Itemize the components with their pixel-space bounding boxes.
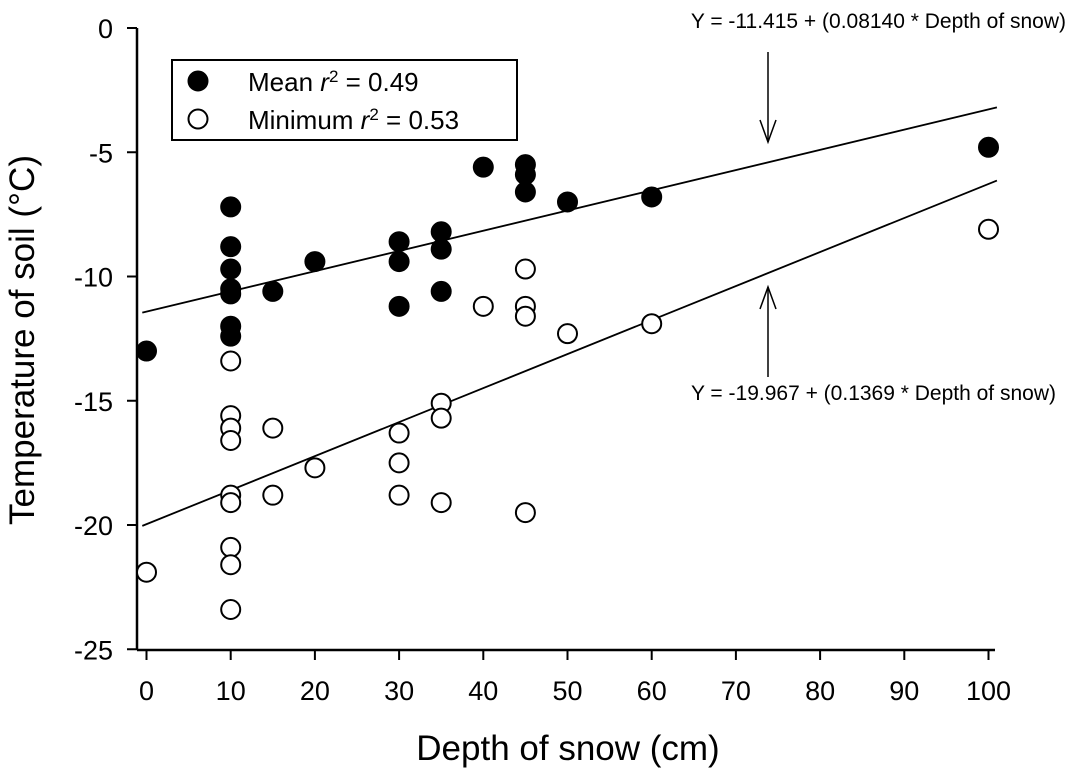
x-axis-title: Depth of snow (cm) bbox=[416, 729, 719, 768]
minimum-data-point bbox=[221, 431, 240, 450]
legend-mean-marker bbox=[189, 72, 208, 91]
minimum-data-point bbox=[390, 453, 409, 472]
x-tick-label: 70 bbox=[721, 676, 751, 706]
y-tick-label: -20 bbox=[74, 511, 113, 541]
minimum-data-point bbox=[305, 458, 324, 477]
mean-data-point bbox=[432, 282, 451, 301]
minimum-data-point bbox=[390, 424, 409, 443]
mean-data-point bbox=[432, 240, 451, 259]
minimum-data-point bbox=[390, 486, 409, 505]
legend-minimum-label: Minimum r2 = 0.53 bbox=[248, 105, 459, 136]
minimum-data-point bbox=[516, 307, 535, 326]
minimum-data-point bbox=[221, 351, 240, 370]
minimum-data-point bbox=[432, 493, 451, 512]
mean-data-point bbox=[390, 252, 409, 271]
mean-data-point bbox=[474, 158, 493, 177]
x-tick-label: 0 bbox=[139, 676, 154, 706]
minimum-data-point bbox=[221, 538, 240, 557]
x-tick-label: 80 bbox=[805, 676, 835, 706]
legend: Mean r2 = 0.49 Minimum r2 = 0.53 bbox=[172, 60, 517, 140]
x-tick-label: 60 bbox=[637, 676, 667, 706]
mean-data-point bbox=[516, 165, 535, 184]
mean-fit-equation: Y = -11.415 + (0.08140 * Depth of snow) bbox=[691, 10, 1066, 33]
mean-data-point bbox=[221, 284, 240, 303]
minimum-data-point bbox=[137, 563, 156, 582]
y-tick-label: -25 bbox=[74, 635, 113, 665]
minimum-data-point bbox=[221, 600, 240, 619]
mean-data-point bbox=[390, 297, 409, 316]
x-tick-label: 40 bbox=[468, 676, 498, 706]
x-tick-label: 100 bbox=[966, 676, 1011, 706]
minimum-data-point bbox=[979, 220, 998, 239]
y-tick-label: -10 bbox=[74, 263, 113, 293]
minimum-data-point bbox=[516, 503, 535, 522]
minimum-data-point bbox=[221, 555, 240, 574]
mean-data-point bbox=[979, 138, 998, 157]
y-tick-label: -5 bbox=[89, 138, 113, 168]
minimum-data-point bbox=[516, 260, 535, 279]
minimum-data-point bbox=[558, 324, 577, 343]
mean-data-point bbox=[390, 232, 409, 251]
minimum-data-point bbox=[642, 314, 661, 333]
annotations: Y = -11.415 + (0.08140 * Depth of snow) … bbox=[691, 10, 1066, 405]
x-tick-label: 30 bbox=[384, 676, 414, 706]
mean-data-point bbox=[642, 187, 661, 206]
mean-data-point bbox=[432, 222, 451, 241]
mean-data-point bbox=[137, 342, 156, 361]
minimum-regression-line bbox=[142, 181, 997, 526]
minimum-data-point bbox=[263, 419, 282, 438]
x-tick-label: 20 bbox=[300, 676, 330, 706]
y-axis-title: Temperature of soil (°C) bbox=[3, 155, 42, 525]
minimum-fit-equation: Y = -19.967 + (0.1369 * Depth of snow) bbox=[691, 382, 1056, 405]
minimum-data-point bbox=[474, 297, 493, 316]
fit-lines bbox=[142, 107, 997, 526]
mean-data-point bbox=[221, 197, 240, 216]
mean-data-point bbox=[516, 183, 535, 202]
minimum-data-point bbox=[263, 486, 282, 505]
minimum-data-point bbox=[221, 493, 240, 512]
legend-minimum-marker bbox=[189, 110, 208, 129]
x-tick-label: 90 bbox=[889, 676, 919, 706]
mean-data-point bbox=[263, 282, 282, 301]
y-tick-label: 0 bbox=[98, 14, 113, 44]
mean-data-point bbox=[221, 260, 240, 279]
mean-data-point bbox=[221, 237, 240, 256]
mean-data-point bbox=[305, 252, 324, 271]
mean-data-point bbox=[221, 327, 240, 346]
y-tick-label: -15 bbox=[74, 387, 113, 417]
data-points bbox=[137, 138, 998, 619]
mean-data-point bbox=[558, 192, 577, 211]
x-tick-label: 10 bbox=[216, 676, 246, 706]
minimum-data-point bbox=[432, 409, 451, 428]
x-tick-label: 50 bbox=[552, 676, 582, 706]
